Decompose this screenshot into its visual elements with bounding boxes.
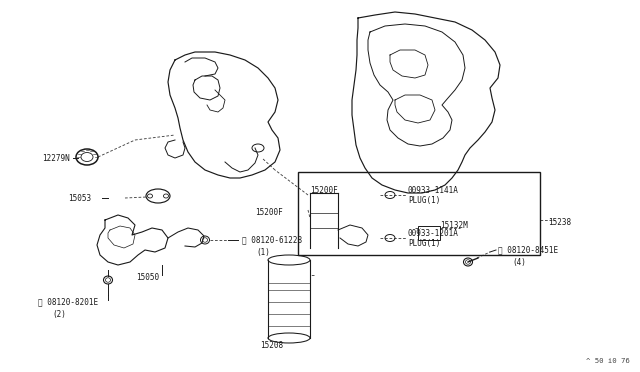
Text: 15238: 15238	[548, 218, 571, 227]
Text: 15200F: 15200F	[255, 208, 283, 217]
Text: (2): (2)	[52, 310, 66, 318]
Text: 15050: 15050	[136, 273, 159, 282]
Text: ^ 50 i0 76: ^ 50 i0 76	[586, 358, 630, 364]
Text: 00933-1201A: 00933-1201A	[408, 228, 459, 237]
Text: (1): (1)	[256, 247, 270, 257]
Text: Ⓑ 08120-8451E: Ⓑ 08120-8451E	[498, 246, 558, 254]
Text: PLUG(1): PLUG(1)	[408, 238, 440, 247]
Text: 00933-1141A: 00933-1141A	[408, 186, 459, 195]
Bar	[298, 172, 540, 255]
Text: 15053: 15053	[68, 193, 91, 202]
Text: PLUG(1): PLUG(1)	[408, 196, 440, 205]
Text: 15200F: 15200F	[310, 186, 338, 195]
Text: 12279N: 12279N	[42, 154, 70, 163]
Text: 15132M: 15132M	[440, 221, 468, 230]
Text: 15208: 15208	[260, 340, 284, 350]
Text: (4): (4)	[512, 257, 526, 266]
Text: Ⓑ 08120-8201E: Ⓑ 08120-8201E	[38, 298, 98, 307]
Bar	[418, 226, 440, 240]
Text: Ⓑ 08120-61228: Ⓑ 08120-61228	[242, 235, 302, 244]
